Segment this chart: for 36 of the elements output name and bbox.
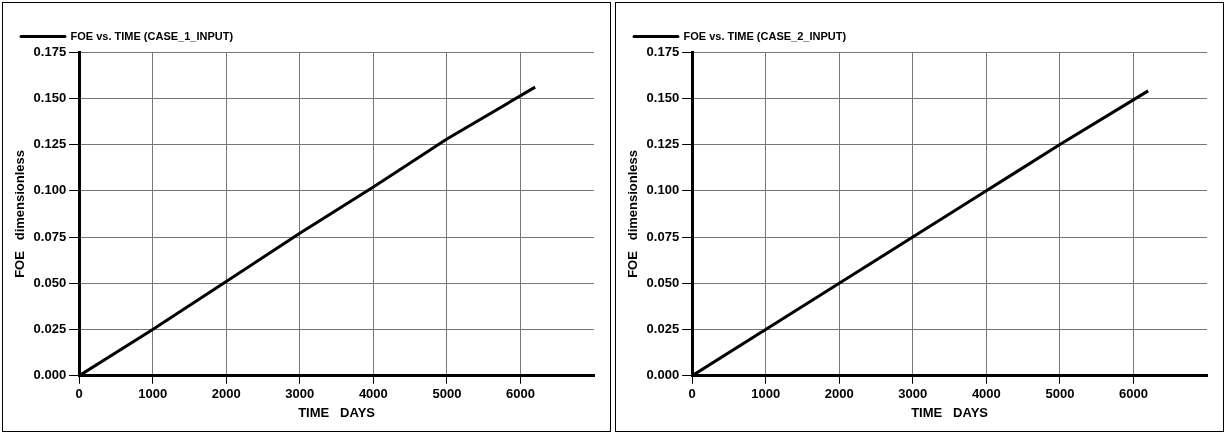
y-tick-label: 0.000 xyxy=(646,367,680,383)
x-tick-label: 3000 xyxy=(898,386,928,402)
y-tick-label: 0.125 xyxy=(33,136,67,152)
y-axis-title: FOE dimensionless xyxy=(12,149,28,278)
y-tick-label: 0.175 xyxy=(646,43,680,59)
x-tick-label: 2000 xyxy=(211,386,241,402)
x-tick-label: 5000 xyxy=(432,386,462,402)
y-tick-label: 0.025 xyxy=(33,321,67,337)
x-tick-label: 4000 xyxy=(971,386,1001,402)
x-tick-label: 0 xyxy=(75,386,83,402)
x-tick-label: 6000 xyxy=(1118,386,1148,402)
y-tick-label: 0.050 xyxy=(33,274,67,290)
x-tick-label: 6000 xyxy=(505,386,535,402)
y-tick-label: 0.175 xyxy=(33,43,67,59)
y-tick-label: 0.025 xyxy=(646,321,680,337)
y-tick-label: 0.100 xyxy=(33,182,67,198)
x-tick-label: 1000 xyxy=(138,386,168,402)
y-tick-label: 0.150 xyxy=(646,89,680,105)
x-tick-label: 3000 xyxy=(285,386,315,402)
legend-label: FOE vs. TIME (CASE_1_INPUT) xyxy=(70,29,234,42)
x-tick-label: 5000 xyxy=(1045,386,1075,402)
y-tick-label: 0.075 xyxy=(646,228,680,244)
y-axis-title: FOE dimensionless xyxy=(625,149,641,278)
x-tick-label: 4000 xyxy=(358,386,388,402)
y-tick-label: 0.050 xyxy=(646,274,680,290)
y-tick-label: 0.075 xyxy=(33,228,67,244)
x-tick-label: 0 xyxy=(688,386,696,402)
y-tick-label: 0.000 xyxy=(33,367,67,383)
y-tick-label: 0.125 xyxy=(646,136,680,152)
x-axis-title: TIME DAYS xyxy=(298,404,376,420)
x-tick-label: 1000 xyxy=(751,386,781,402)
y-tick-label: 0.150 xyxy=(33,89,67,105)
x-tick-label: 2000 xyxy=(824,386,854,402)
legend-label: FOE vs. TIME (CASE_2_INPUT) xyxy=(683,29,847,42)
y-tick-label: 0.100 xyxy=(646,182,680,198)
x-axis-title: TIME DAYS xyxy=(911,404,989,420)
